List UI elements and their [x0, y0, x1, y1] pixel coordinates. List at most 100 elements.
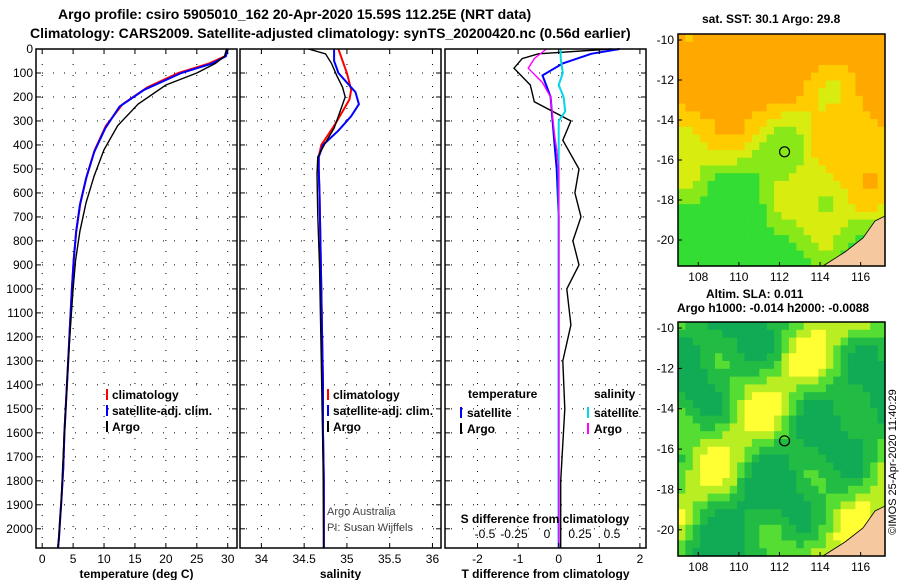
map-cell: [678, 454, 686, 463]
map-cell: [788, 446, 797, 456]
grid-dot: [196, 196, 198, 197]
map-cell: [678, 361, 686, 370]
grid-dot: [41, 207, 43, 208]
map-cell: [700, 95, 709, 105]
map-cell: [803, 126, 812, 136]
map-cell: [766, 157, 775, 167]
map-cell: [737, 88, 746, 97]
map-cell: [729, 72, 738, 81]
y-tick-label: 1600: [6, 426, 33, 440]
grid-dot: [41, 108, 43, 109]
grid-dot: [598, 482, 600, 483]
grid-dot: [495, 216, 496, 218]
grid-dot: [462, 72, 463, 74]
map-cell: [781, 446, 790, 456]
map-cell: [788, 322, 797, 331]
map-cell: [803, 345, 812, 354]
map-cell: [751, 57, 760, 66]
grid-dot: [484, 432, 485, 434]
grid-dot: [41, 130, 43, 131]
grid-dot: [517, 317, 519, 318]
map-cell: [700, 150, 709, 159]
grid-dot: [389, 528, 390, 530]
map-cell: [759, 235, 768, 244]
map-cell: [833, 493, 842, 502]
map-cell: [707, 173, 716, 182]
map-cell: [862, 111, 871, 120]
grid-dot: [103, 482, 105, 483]
map-cell: [707, 400, 716, 409]
map-cell: [788, 57, 797, 66]
grid-dot: [290, 96, 291, 98]
map-cell: [848, 157, 857, 167]
grid-dot: [583, 360, 584, 362]
map-cell: [862, 142, 871, 151]
grid-dot: [260, 427, 262, 428]
map-cell: [833, 431, 842, 440]
map-cell: [692, 72, 701, 81]
grid-dot: [268, 120, 269, 122]
x-axis-label: salinity: [320, 567, 362, 580]
grid-dot: [517, 273, 519, 274]
grid-dot: [41, 504, 43, 505]
grid-dot: [345, 408, 346, 410]
grid-dot: [462, 120, 463, 122]
map-cell: [707, 431, 716, 440]
grid-dot: [303, 240, 305, 241]
map-cell: [714, 235, 723, 244]
map-cell: [678, 34, 686, 43]
grid-dot: [411, 480, 412, 482]
grid-dot: [346, 152, 348, 153]
grid-dot: [134, 207, 136, 208]
x-tick-label: 114: [810, 270, 829, 284]
grid-dot: [431, 229, 433, 230]
grid-dot: [227, 218, 229, 219]
map-cell: [700, 470, 709, 479]
secondary-tick-label: 0.5: [604, 527, 621, 541]
grid-dot: [639, 174, 641, 175]
grid-dot: [378, 72, 379, 74]
grid-dot: [400, 96, 401, 98]
grid-dot: [334, 408, 335, 410]
grid-dot: [97, 360, 98, 362]
grid-dot: [495, 360, 496, 362]
grid-dot: [174, 504, 175, 506]
grid-dot: [484, 240, 485, 242]
map-cell: [862, 509, 871, 518]
map-cell: [781, 322, 790, 331]
grid-dot: [517, 449, 519, 450]
map-cell: [722, 242, 731, 252]
map-cell: [766, 384, 775, 393]
grid-dot: [598, 207, 600, 208]
grid-dot: [196, 144, 197, 146]
grid-dot: [473, 432, 474, 434]
grid-dot: [605, 96, 606, 98]
map-cell: [678, 345, 686, 354]
grid-dot: [64, 528, 65, 530]
grid-dot: [334, 384, 335, 386]
map-cell: [759, 431, 768, 440]
grid-dot: [64, 504, 65, 506]
map-cell: [692, 376, 701, 385]
map-cell: [714, 34, 723, 43]
map-cell: [759, 400, 768, 409]
grid-dot: [108, 528, 109, 530]
map-cell: [685, 95, 694, 105]
grid-dot: [218, 336, 219, 338]
grid-dot: [400, 432, 401, 434]
grid-dot: [400, 144, 401, 146]
grid-dot: [638, 336, 639, 338]
grid-dot: [260, 306, 262, 307]
map-cell: [855, 376, 864, 385]
map-cell: [707, 485, 716, 495]
map-cell: [788, 34, 797, 43]
map-cell: [692, 446, 701, 456]
map-cell: [788, 329, 797, 339]
map-cell: [700, 204, 709, 213]
map-cell: [678, 548, 686, 557]
grid-dot: [119, 288, 120, 290]
map-cell: [751, 376, 760, 385]
grid-dot: [227, 482, 229, 483]
grid-dot: [141, 288, 142, 290]
map-cell: [848, 196, 857, 205]
